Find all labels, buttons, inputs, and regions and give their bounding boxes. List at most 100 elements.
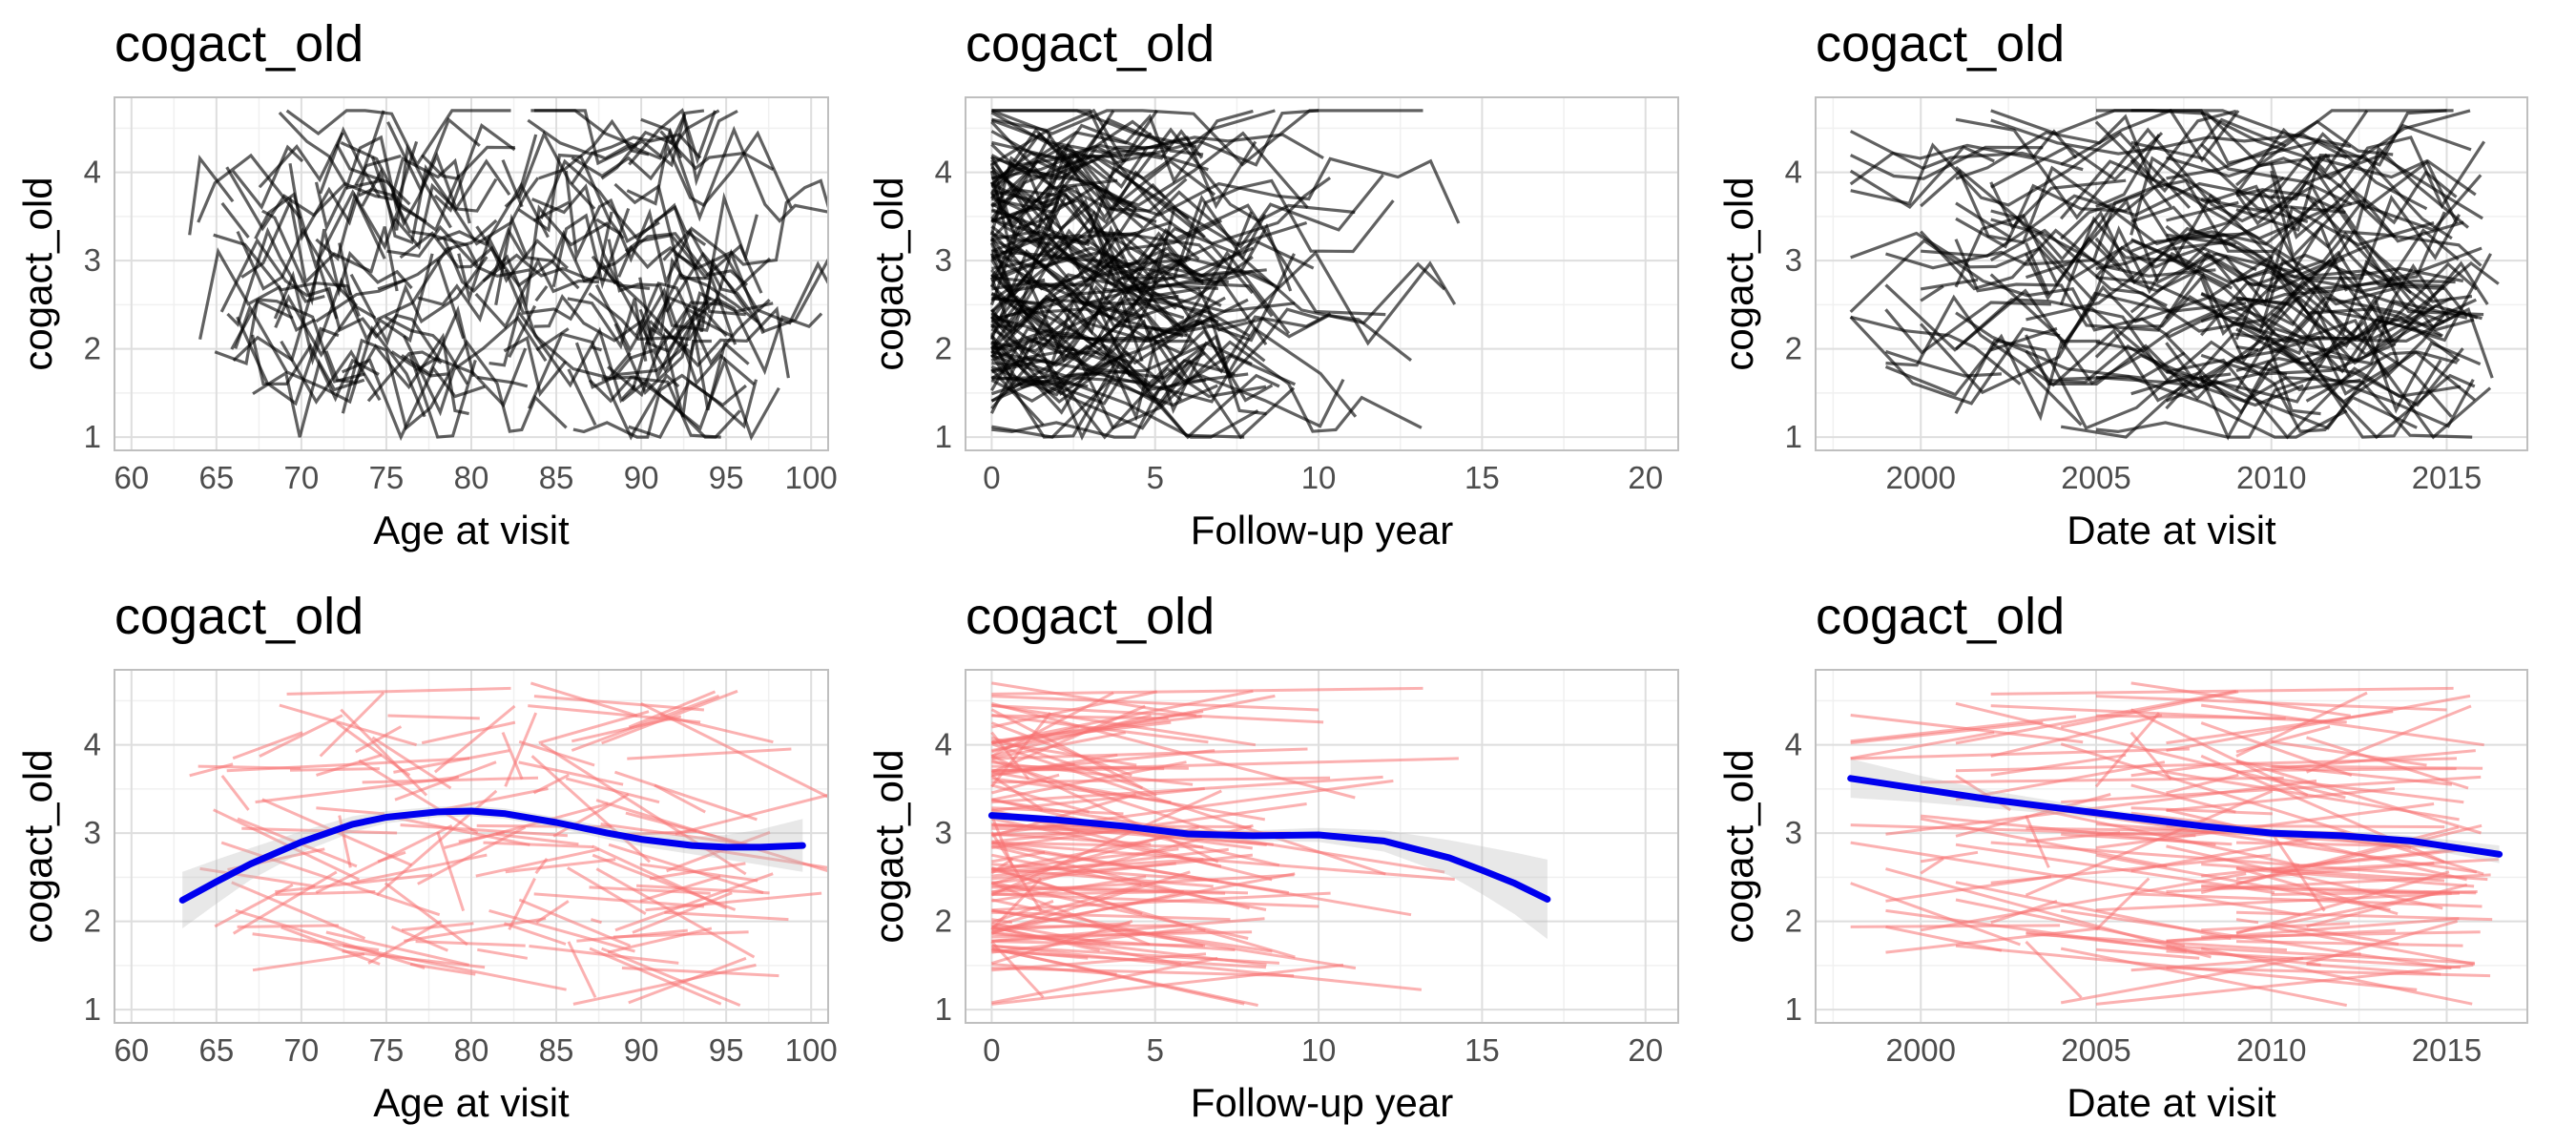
subject-trajectory-line: [508, 304, 537, 359]
subject-trajectory-line: [504, 134, 538, 208]
y-tick-label: 1: [84, 419, 101, 454]
subject-trajectory-line: [393, 749, 510, 774]
subject-trajectory-line: [213, 808, 361, 882]
subject-trajectory-line: [991, 701, 1356, 800]
subject-trajectory-line: [645, 891, 822, 912]
subject-trajectory-line: [991, 873, 1295, 894]
subject-trajectory-line: [601, 375, 741, 439]
subject-trajectory-line: [2270, 154, 2483, 224]
subject-trajectory-line: [991, 944, 1423, 991]
subject-trajectory-line: [628, 379, 747, 440]
subject-trajectory-line: [595, 867, 756, 959]
subject-trajectory-line: [235, 908, 426, 970]
subject-trajectory-line: [991, 841, 1204, 849]
subject-trajectory-line: [1990, 853, 2272, 885]
x-tick-label: 5: [1147, 460, 1164, 495]
subject-trajectory-line: [600, 822, 748, 846]
subject-trajectory-line: [2305, 145, 2470, 235]
x-tick-label: 0: [983, 460, 1000, 495]
smooth-trend-line: [178, 807, 806, 904]
subject-trajectory-line: [2270, 260, 2500, 321]
subject-trajectory-line: [991, 910, 1231, 922]
subject-trajectory-line: [404, 917, 547, 943]
subject-trajectory-line: [387, 714, 480, 720]
smooth-trend-line: [987, 812, 1551, 903]
smooth-confidence-band: [991, 811, 1548, 940]
subject-trajectory-line: [350, 853, 488, 885]
panel-title: cogact_old: [114, 15, 364, 73]
subject-trajectory-line: [991, 690, 1158, 729]
subject-trajectory-line: [409, 963, 476, 976]
subject-trajectory-line: [675, 793, 828, 836]
subject-trajectory-line: [240, 196, 399, 292]
panel-5: 0 5 10 15 20 1 2 3 4 cogact_old Follow-up year coga…: [866, 588, 1679, 1125]
subject-trajectory-line: [1850, 131, 2192, 209]
subject-trajectory-line: [621, 967, 779, 978]
subject-trajectory-line: [2094, 205, 2435, 307]
subject-trajectory-line: [638, 272, 759, 339]
subject-trajectory-line: [458, 831, 505, 843]
subject-trajectory-line: [990, 867, 1296, 959]
subject-trajectory-line: [1850, 720, 2044, 745]
subject-trajectory-line: [991, 798, 1280, 867]
subject-trajectory-line: [354, 154, 402, 186]
subject-trajectory-line: [636, 884, 770, 895]
subject-trajectory-line: [1990, 118, 2348, 160]
subject-trajectory-line: [2199, 281, 2477, 365]
subject-trajectory-line: [358, 759, 479, 835]
subject-trajectory-line: [589, 947, 722, 1006]
subject-trajectory-line: [2094, 712, 2161, 788]
subject-trajectory-line: [503, 335, 568, 398]
subject-trajectory-line: [258, 132, 344, 189]
subject-trajectory-line: [551, 207, 631, 290]
subject-trajectory-line: [648, 257, 747, 336]
subject-trajectory-line: [565, 777, 660, 804]
y-tick-label: 3: [935, 815, 952, 850]
panel-6: 2000 2005 2010 2015 1 2 3 4 cogact_old Date at vi…: [1716, 588, 2528, 1125]
subject-trajectory-line: [991, 963, 1344, 1006]
subject-trajectory-line: [1955, 760, 2166, 802]
smooth-trend-line: [1847, 775, 2503, 858]
subject-trajectory-line: [991, 850, 1046, 864]
subject-trajectory-line: [2271, 336, 2399, 396]
subject-trajectory-line: [2130, 806, 2273, 816]
subject-trajectory-line: [674, 178, 828, 270]
subject-trajectory-line: [1954, 339, 2418, 433]
subject-trajectory-line: [394, 760, 497, 802]
subject-trajectory-line: [2166, 873, 2491, 894]
subject-trajectory-line: [2200, 259, 2456, 329]
subject-trajectory-line: [2271, 847, 2473, 871]
subject-trajectory-line: [571, 715, 682, 743]
subject-trajectory-line: [571, 109, 720, 181]
subject-trajectory-line: [572, 373, 758, 439]
subject-trajectory-line: [659, 130, 775, 172]
subject-trajectory-line: [286, 686, 511, 696]
y-tick-label: 2: [1785, 904, 1802, 939]
x-tick-label: 60: [114, 1032, 149, 1068]
subject-trajectory-line: [991, 858, 1204, 874]
subject-trajectory-line: [2129, 156, 2222, 236]
series-group: [1849, 108, 2500, 441]
series-group: [188, 108, 828, 442]
subject-trajectory-line: [990, 721, 1132, 778]
subject-trajectory-line: [552, 793, 630, 838]
subject-trajectory-line: [2025, 367, 2083, 427]
subject-trajectory-line: [991, 109, 1319, 167]
subject-trajectory-line: [2059, 304, 2453, 418]
x-tick-label: 95: [709, 460, 744, 495]
subject-trajectory-line: [624, 233, 763, 294]
subject-trajectory-line: [991, 753, 1118, 777]
subject-trajectory-line: [1850, 714, 2084, 744]
subject-trajectory-line: [2130, 783, 2236, 814]
subject-trajectory-line: [991, 945, 1279, 965]
panel-title: cogact_old: [114, 588, 364, 645]
subject-trajectory-line: [2165, 253, 2493, 364]
subject-trajectory-line: [2095, 822, 2399, 846]
x-tick-label: 10: [1301, 460, 1337, 495]
subject-trajectory-line: [990, 145, 1144, 235]
subject-trajectory-line: [1955, 201, 2012, 239]
subject-trajectory-line: [377, 278, 406, 291]
subject-trajectory-line: [528, 332, 680, 441]
subject-trajectory-line: [1920, 857, 1944, 875]
y-tick-label: 2: [84, 904, 101, 939]
